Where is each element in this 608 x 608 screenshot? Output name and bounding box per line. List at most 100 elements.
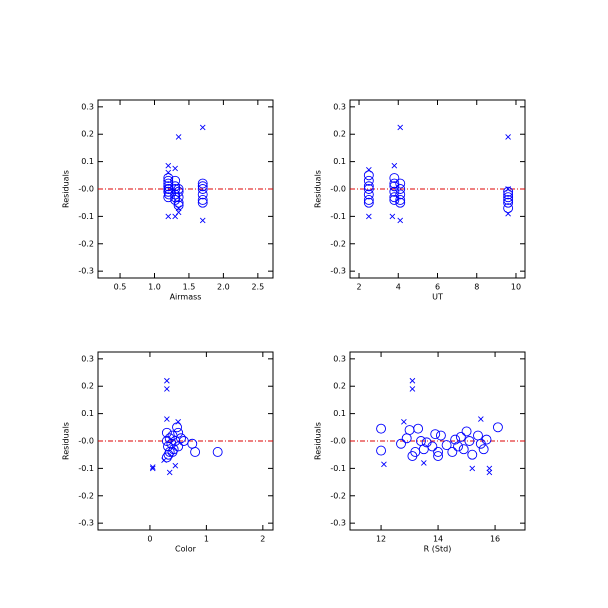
point xyxy=(175,209,182,216)
y-tick-label: 0.3 xyxy=(81,102,94,111)
point xyxy=(389,213,396,220)
point xyxy=(197,189,208,200)
point xyxy=(149,465,156,472)
point xyxy=(167,447,178,457)
y-axis-label: Residuals xyxy=(62,170,71,208)
point xyxy=(363,170,374,181)
point xyxy=(164,377,170,384)
x-tick-label: 2 xyxy=(356,283,361,292)
point xyxy=(164,416,170,422)
point xyxy=(170,189,181,200)
point xyxy=(173,184,184,194)
point xyxy=(453,441,463,452)
point xyxy=(503,192,514,203)
point xyxy=(190,447,201,457)
y-tick-label: -0.2 xyxy=(330,239,346,248)
point xyxy=(363,197,374,208)
point xyxy=(199,124,206,131)
point xyxy=(175,134,182,140)
point xyxy=(397,217,404,224)
point xyxy=(433,447,444,457)
point xyxy=(503,186,514,197)
y-tick-label: 0.1 xyxy=(333,409,346,418)
point xyxy=(381,461,387,468)
y-tick-label: -0.1 xyxy=(330,212,346,221)
point xyxy=(389,192,400,203)
point xyxy=(389,178,400,189)
x-tick-label: 1.0 xyxy=(148,283,161,292)
point xyxy=(389,181,400,192)
y-tick-label: -0.0 xyxy=(78,437,94,446)
point xyxy=(427,441,438,452)
point xyxy=(486,465,493,472)
point xyxy=(478,444,489,455)
point xyxy=(433,451,444,462)
x-tick-label: 4 xyxy=(396,283,401,292)
point xyxy=(389,186,400,197)
x-tick-label: 1 xyxy=(204,535,209,544)
y-tick-label: -0.3 xyxy=(330,267,346,276)
point xyxy=(149,464,156,470)
point xyxy=(163,173,174,183)
y-tick-label: -0.2 xyxy=(78,491,94,500)
point xyxy=(197,197,208,208)
point xyxy=(503,203,514,214)
point xyxy=(391,162,398,169)
point xyxy=(481,434,492,445)
point xyxy=(430,429,441,440)
point xyxy=(421,460,427,466)
x-axis-label: Airmass xyxy=(170,293,202,302)
y-tick-label: -0.1 xyxy=(78,212,94,221)
point xyxy=(164,189,174,200)
point xyxy=(366,213,372,220)
point xyxy=(395,184,406,194)
y-tick-label: -0.3 xyxy=(78,267,94,276)
y-axis-label: Residuals xyxy=(314,422,323,460)
point xyxy=(197,178,208,189)
y-tick-label: -0.3 xyxy=(78,519,94,528)
x-tick-label: 16 xyxy=(490,535,500,544)
point xyxy=(395,178,406,189)
y-tick-label: -0.2 xyxy=(330,491,346,500)
point xyxy=(363,195,374,205)
x-tick-label: 0.5 xyxy=(114,283,127,292)
x-tick-label: 1.5 xyxy=(183,283,196,292)
y-tick-label: -0.0 xyxy=(330,437,346,446)
y-tick-label: 0.2 xyxy=(81,130,94,139)
point xyxy=(450,434,461,445)
x-tick-label: 6 xyxy=(435,283,440,292)
y-tick-label: 0.2 xyxy=(81,382,94,391)
point xyxy=(163,178,174,189)
subplot: 0.3 0.2 0.1 -0.0 -0.1 -0.2 -0.3 12 14 16 R (Std) Re… xyxy=(314,351,526,554)
point xyxy=(409,386,416,392)
point xyxy=(197,181,208,192)
point xyxy=(376,423,387,434)
point xyxy=(363,189,374,200)
y-tick-label: 0.1 xyxy=(333,157,346,166)
point xyxy=(170,192,181,203)
point xyxy=(172,213,178,220)
subplot: 0.3 0.2 0.1 -0.0 -0.1 -0.2 -0.3 0 1 2 Color Residua… xyxy=(62,351,274,554)
y-tick-label: -0.0 xyxy=(78,185,94,194)
y-tick-label: 0.2 xyxy=(333,382,346,391)
point xyxy=(173,197,184,208)
point xyxy=(401,419,407,425)
point xyxy=(164,184,174,194)
y-axis-label: Residuals xyxy=(314,170,323,208)
x-tick-label: 2.5 xyxy=(251,283,264,292)
point xyxy=(197,195,208,205)
point xyxy=(458,444,469,455)
point xyxy=(170,184,181,194)
y-tick-label: -0.3 xyxy=(330,519,346,528)
point xyxy=(395,197,406,208)
point xyxy=(396,438,406,449)
point xyxy=(441,440,452,451)
point xyxy=(165,213,172,220)
point xyxy=(389,195,400,205)
x-tick-label: 12 xyxy=(376,535,386,544)
y-tick-label: 0.3 xyxy=(333,354,346,363)
point xyxy=(389,173,400,183)
x-axis-label: UT xyxy=(432,293,443,302)
point xyxy=(176,433,186,444)
